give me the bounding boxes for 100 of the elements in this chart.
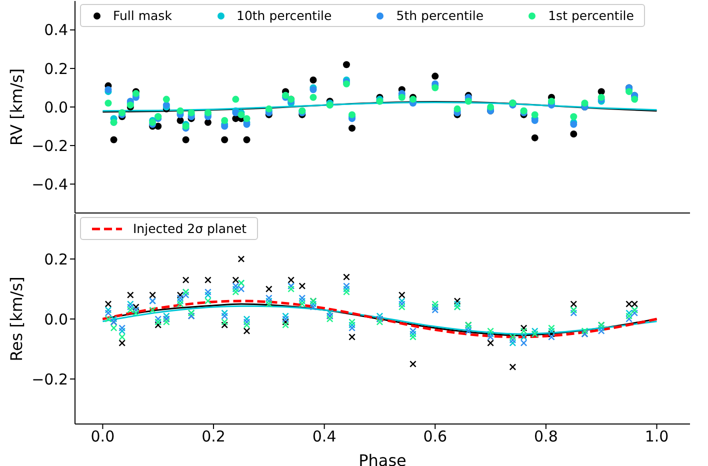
point xyxy=(110,324,118,332)
point xyxy=(398,304,406,310)
x-axis-title: Phase xyxy=(358,451,406,466)
point xyxy=(282,312,289,320)
point xyxy=(570,310,578,316)
point xyxy=(282,316,289,322)
point xyxy=(282,322,289,328)
point xyxy=(243,328,250,334)
point xyxy=(204,276,212,284)
point xyxy=(520,328,528,334)
point xyxy=(531,134,538,142)
point xyxy=(631,310,638,316)
y-tick-label: −0.2 xyxy=(32,370,68,388)
point xyxy=(570,130,578,138)
point xyxy=(232,96,240,103)
point xyxy=(548,324,555,332)
point xyxy=(162,96,170,103)
point xyxy=(132,304,140,310)
point xyxy=(520,324,528,332)
point xyxy=(221,136,228,144)
point xyxy=(348,322,356,328)
y-tick-label: −0.4 xyxy=(32,175,68,194)
point xyxy=(520,334,528,340)
x-tick-label: 0.8 xyxy=(534,428,558,446)
point xyxy=(110,316,118,322)
point xyxy=(298,300,306,308)
point xyxy=(348,124,356,132)
point xyxy=(118,334,126,340)
point xyxy=(310,76,317,84)
point xyxy=(176,298,184,304)
point xyxy=(118,340,126,346)
point xyxy=(531,111,538,118)
point xyxy=(204,288,212,296)
point xyxy=(182,276,190,284)
point xyxy=(343,274,350,280)
point xyxy=(410,334,416,340)
point xyxy=(509,364,516,370)
point xyxy=(104,100,112,107)
legend-label: 1st percentile xyxy=(548,8,634,23)
legend-label: 10th percentile xyxy=(236,8,332,23)
point xyxy=(154,322,162,328)
y-axis-title: RV [km/s] xyxy=(7,68,26,146)
point xyxy=(343,286,350,292)
point xyxy=(464,328,472,334)
x-tick-label: 0.0 xyxy=(90,428,115,446)
point xyxy=(410,328,416,334)
point xyxy=(626,312,633,320)
point xyxy=(598,328,605,334)
point xyxy=(243,322,250,328)
point xyxy=(598,88,605,96)
point xyxy=(464,324,472,332)
point xyxy=(531,328,538,334)
point xyxy=(221,310,228,316)
point xyxy=(265,300,272,308)
point xyxy=(398,292,406,298)
point xyxy=(118,328,126,334)
point xyxy=(432,72,439,80)
point xyxy=(221,322,228,328)
point xyxy=(342,61,350,68)
point xyxy=(343,288,350,296)
point xyxy=(376,312,384,320)
point xyxy=(326,316,334,322)
y-tick-label: 0.0 xyxy=(44,310,68,328)
point xyxy=(238,256,245,262)
point xyxy=(149,306,156,314)
point xyxy=(288,276,295,284)
point xyxy=(204,292,212,298)
point xyxy=(104,310,112,316)
point xyxy=(118,324,126,332)
point xyxy=(487,330,494,338)
point xyxy=(509,336,516,344)
point xyxy=(487,328,494,334)
point xyxy=(104,300,112,308)
point xyxy=(348,334,356,340)
point xyxy=(232,288,240,296)
point xyxy=(182,136,190,144)
point xyxy=(176,116,184,124)
point xyxy=(221,318,228,326)
point xyxy=(410,330,416,338)
point xyxy=(432,306,439,314)
point xyxy=(520,340,528,346)
point xyxy=(454,300,461,308)
point xyxy=(548,334,555,340)
point xyxy=(104,316,112,322)
point xyxy=(221,116,228,124)
point xyxy=(232,276,240,284)
point xyxy=(154,122,162,130)
point xyxy=(243,318,250,326)
y-tick-label: 0.0 xyxy=(44,98,68,116)
point xyxy=(162,312,170,320)
point xyxy=(110,136,118,144)
point xyxy=(548,330,555,338)
point xyxy=(298,298,306,304)
point xyxy=(204,118,212,126)
point xyxy=(126,300,134,308)
x-tick-label: 0.6 xyxy=(423,428,448,446)
legend-label: 5th percentile xyxy=(396,8,484,23)
point xyxy=(570,113,578,120)
point xyxy=(265,298,272,304)
point xyxy=(232,286,240,292)
